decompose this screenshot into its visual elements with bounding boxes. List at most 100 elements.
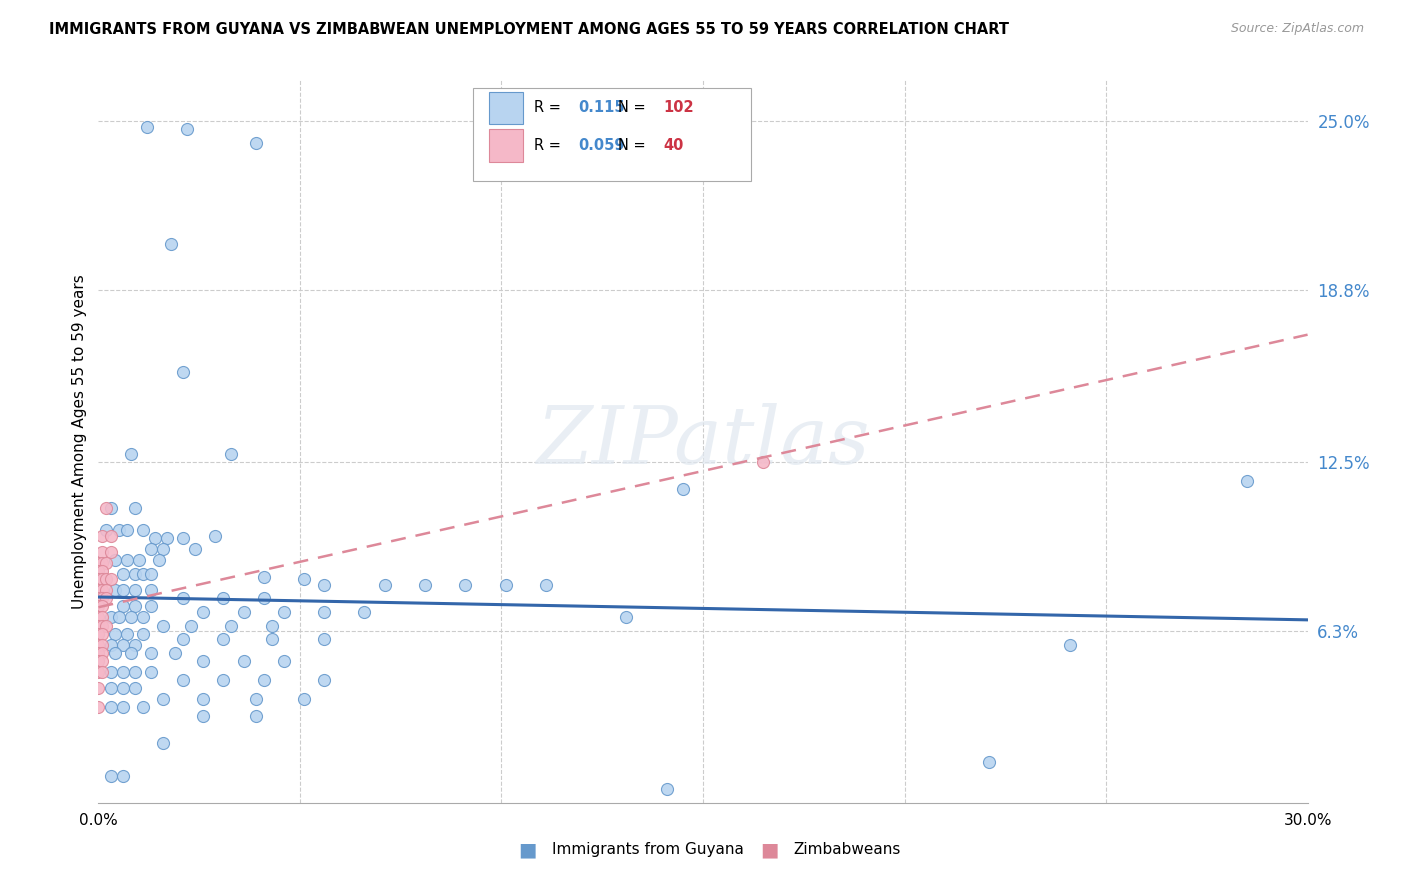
Text: N =: N = xyxy=(619,137,651,153)
Point xyxy=(96,556,118,570)
Point xyxy=(193,654,215,668)
Y-axis label: Unemployment Among Ages 55 to 59 years: Unemployment Among Ages 55 to 59 years xyxy=(72,274,87,609)
Point xyxy=(221,618,243,632)
Point xyxy=(103,646,125,660)
Point xyxy=(87,599,110,614)
Point xyxy=(91,654,114,668)
Point xyxy=(135,120,157,134)
Point xyxy=(253,673,276,687)
Point xyxy=(253,591,276,606)
Point xyxy=(87,564,110,578)
Point xyxy=(172,591,194,606)
Point xyxy=(100,638,122,652)
Point xyxy=(87,610,110,624)
Point xyxy=(87,646,110,660)
Point xyxy=(232,654,254,668)
Point xyxy=(454,577,477,591)
Point xyxy=(91,556,114,570)
Text: 0.059: 0.059 xyxy=(578,137,624,153)
Point xyxy=(353,605,375,619)
Point xyxy=(180,618,202,632)
Point xyxy=(96,572,118,586)
Point xyxy=(128,553,150,567)
Point xyxy=(132,700,155,714)
Point xyxy=(124,665,146,679)
Point xyxy=(1059,638,1081,652)
Point xyxy=(979,755,1001,769)
Point xyxy=(87,654,110,668)
Point xyxy=(103,553,125,567)
Point xyxy=(314,577,336,591)
Point xyxy=(132,626,155,640)
Point xyxy=(495,577,517,591)
Point xyxy=(139,599,162,614)
Point xyxy=(107,610,129,624)
Point xyxy=(111,681,134,696)
Point xyxy=(260,618,283,632)
Text: 0.115: 0.115 xyxy=(578,100,626,115)
Point xyxy=(91,618,114,632)
Point xyxy=(91,564,114,578)
Point xyxy=(124,566,146,581)
Point xyxy=(152,736,174,750)
Point xyxy=(124,501,146,516)
Point xyxy=(152,692,174,706)
Point xyxy=(100,545,122,559)
Point xyxy=(172,632,194,647)
Point xyxy=(132,523,155,537)
Point xyxy=(87,626,110,640)
Point xyxy=(176,122,198,136)
Point xyxy=(91,583,114,598)
Point xyxy=(115,523,138,537)
Point xyxy=(120,646,142,660)
Point xyxy=(245,136,267,150)
Point xyxy=(107,523,129,537)
Point xyxy=(273,654,295,668)
Text: 102: 102 xyxy=(664,100,693,115)
Text: Immigrants from Guyana: Immigrants from Guyana xyxy=(551,842,744,857)
Text: ■: ■ xyxy=(761,840,779,859)
Text: R =: R = xyxy=(534,100,565,115)
Point xyxy=(132,566,155,581)
Text: Source: ZipAtlas.com: Source: ZipAtlas.com xyxy=(1230,22,1364,36)
Point xyxy=(292,692,315,706)
Point xyxy=(245,708,267,723)
Point xyxy=(232,605,254,619)
Point xyxy=(91,572,114,586)
Point xyxy=(221,447,243,461)
Point xyxy=(752,455,775,469)
Point xyxy=(91,646,114,660)
Point xyxy=(172,365,194,379)
Point xyxy=(273,605,295,619)
Point xyxy=(87,572,110,586)
Point xyxy=(91,638,114,652)
Point xyxy=(91,610,114,624)
Point xyxy=(91,665,114,679)
Point xyxy=(87,583,110,598)
Text: 40: 40 xyxy=(664,137,683,153)
Point xyxy=(139,542,162,557)
Point xyxy=(91,599,114,614)
Bar xyxy=(489,92,523,124)
Text: Zimbabweans: Zimbabweans xyxy=(793,842,901,857)
Point xyxy=(245,692,267,706)
Point xyxy=(124,583,146,598)
Point xyxy=(1236,474,1258,488)
Point xyxy=(124,599,146,614)
Point xyxy=(87,681,110,696)
Point xyxy=(160,236,183,251)
Point xyxy=(87,665,110,679)
Point xyxy=(111,665,134,679)
Point xyxy=(91,591,114,606)
Point xyxy=(314,673,336,687)
Point xyxy=(139,665,162,679)
Point xyxy=(156,532,179,546)
Point xyxy=(314,632,336,647)
Point xyxy=(184,542,207,557)
Point xyxy=(148,553,170,567)
Point xyxy=(163,646,186,660)
Point xyxy=(143,532,166,546)
Point xyxy=(111,583,134,598)
Point xyxy=(374,577,396,591)
Point xyxy=(152,618,174,632)
